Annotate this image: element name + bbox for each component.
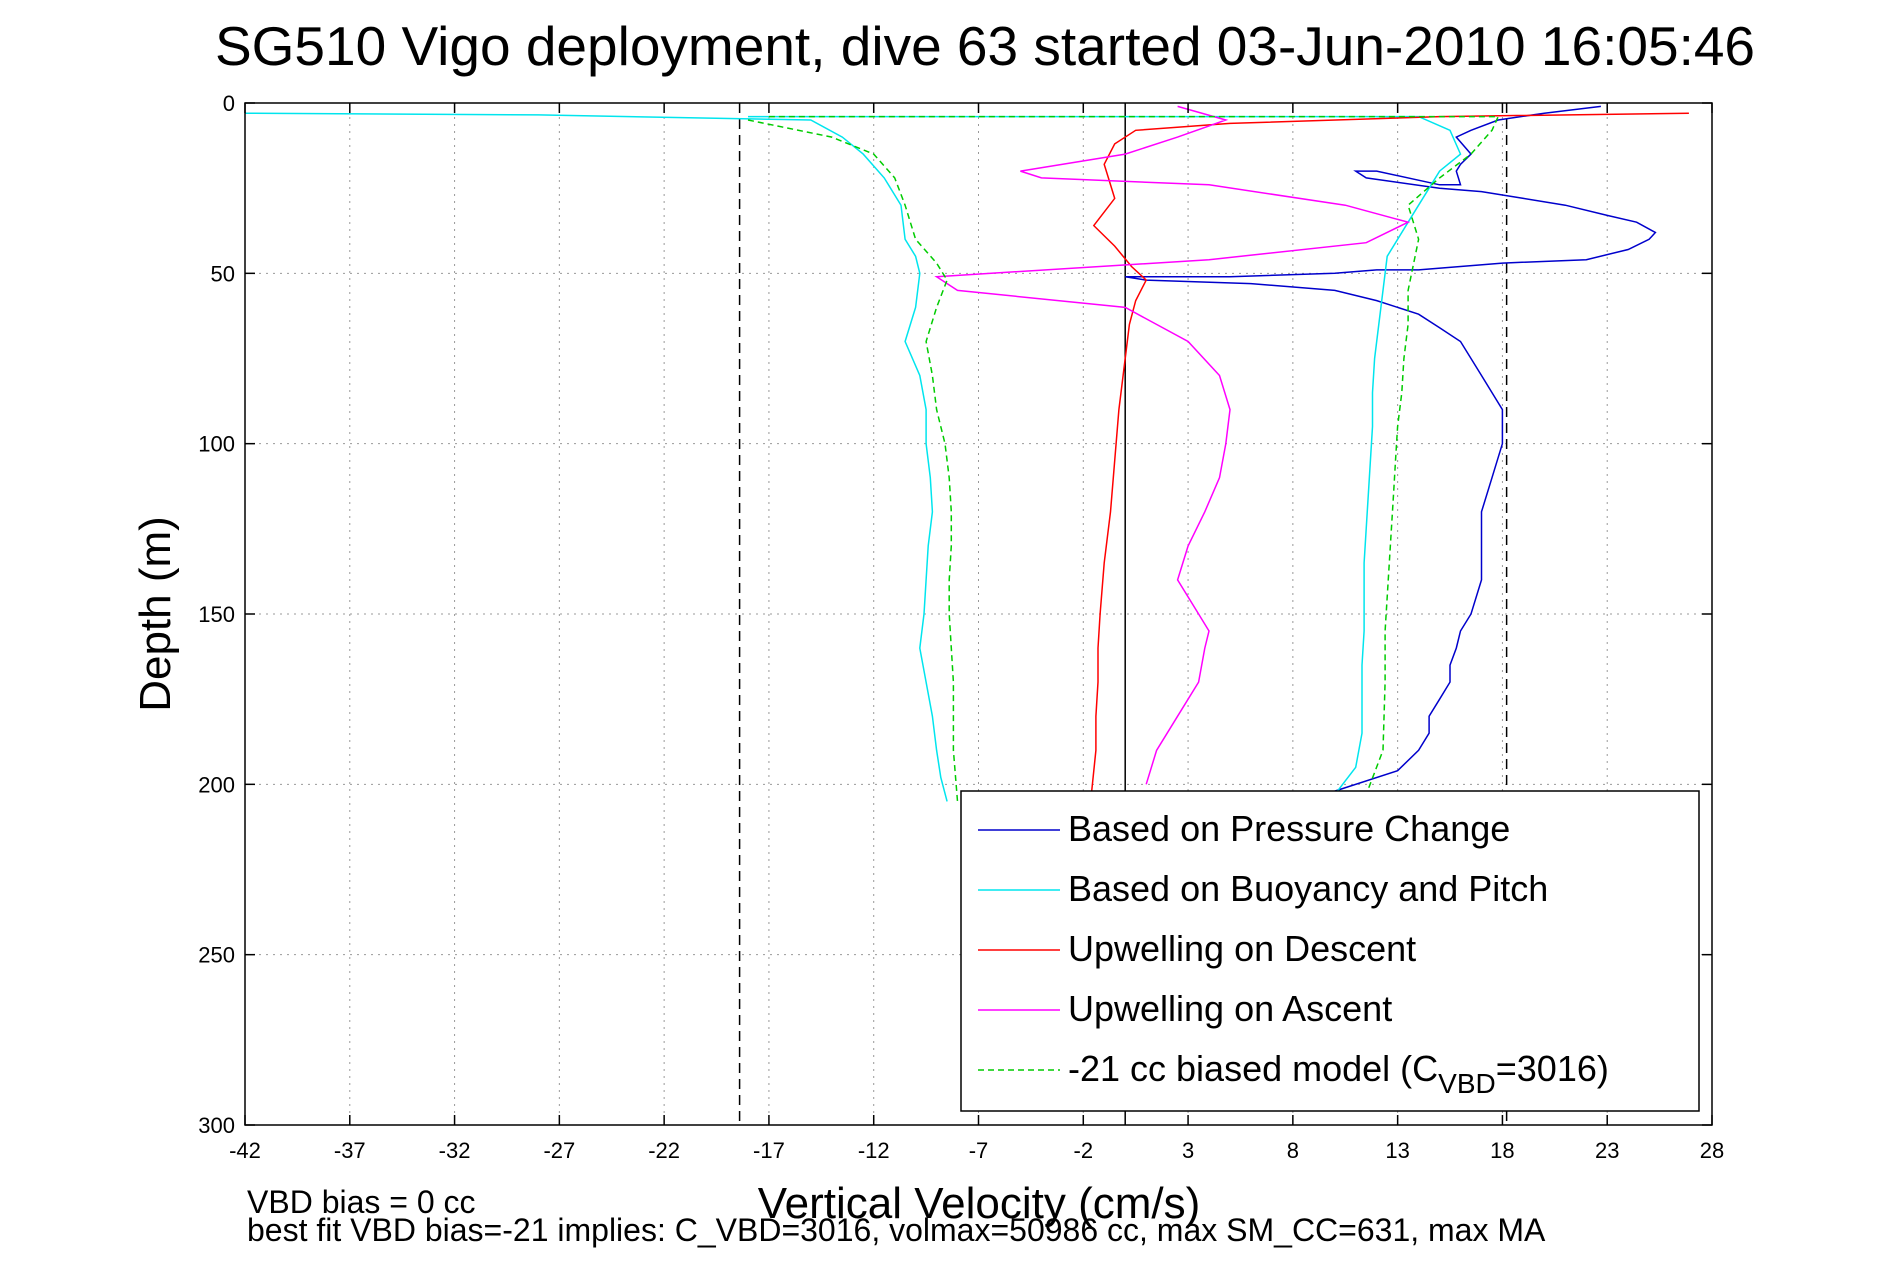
- x-tick-label: -22: [648, 1138, 680, 1163]
- axis-ticks: -42 -37 -32 -27 -22 -17 -12 -7 -2 3 8 13 18 23 28 0 50 10…: [198, 91, 1724, 1163]
- x-tick-label: -2: [1074, 1138, 1094, 1163]
- series-line-based-on-buoyancy-and-pitch: [244, 112, 948, 802]
- x-tick-label: -37: [334, 1138, 366, 1163]
- x-tick-label: -7: [969, 1138, 989, 1163]
- legend-box: [960, 790, 1700, 1112]
- legend-label: -21 cc biased model (CVBD=3016): [1068, 1048, 1609, 1099]
- series-line-based-on-buoyancy-and-pitch: [748, 115, 1462, 796]
- series-layer: [244, 105, 1689, 802]
- x-tick-label: 23: [1595, 1138, 1619, 1163]
- legend: Based on Pressure Change Based on Buoyanc…: [960, 790, 1700, 1112]
- series-line-21-cc-biased-model-c-vbd-3016: [747, 119, 959, 802]
- x-tick-label: -32: [439, 1138, 471, 1163]
- grid: [245, 103, 1712, 1125]
- x-tick-label: -27: [543, 1138, 575, 1163]
- x-tick-label: 18: [1490, 1138, 1514, 1163]
- x-tick-label: 8: [1287, 1138, 1299, 1163]
- y-tick-label: 200: [198, 772, 235, 797]
- footnote-vbd-bias: VBD bias = 0 cc: [247, 1184, 476, 1220]
- series-line-21-cc-biased-model-c-vbd-3016: [768, 115, 1500, 795]
- y-tick-label: 300: [198, 1113, 235, 1138]
- series-line-upwelling-on-descent: [1090, 112, 1689, 792]
- y-tick-label: 100: [198, 432, 235, 457]
- x-tick-label: 28: [1700, 1138, 1724, 1163]
- x-tick-label: -12: [858, 1138, 890, 1163]
- x-tick-label: -17: [753, 1138, 785, 1163]
- series-line-based-on-pressure-change: [1125, 105, 1657, 792]
- chart-title: SG510 Vigo deployment, dive 63 started 0…: [215, 15, 1755, 77]
- y-axis-label: Depth (m): [131, 516, 180, 712]
- y-tick-label: 0: [223, 91, 235, 116]
- legend-label: Upwelling on Ascent: [1068, 988, 1392, 1029]
- y-tick-label: 150: [198, 602, 235, 627]
- x-tick-label: 3: [1182, 1138, 1194, 1163]
- legend-label: Based on Buoyancy and Pitch: [1068, 868, 1548, 909]
- x-axis-label: Vertical Velocity (cm/s): [758, 1179, 1201, 1228]
- y-tick-label: 250: [198, 943, 235, 968]
- x-tick-label: 13: [1385, 1138, 1409, 1163]
- x-tick-label: -42: [229, 1138, 261, 1163]
- series-line-upwelling-on-ascent: [934, 105, 1411, 785]
- legend-label: Upwelling on Descent: [1068, 928, 1416, 969]
- footnote-best-fit: best fit VBD bias=-21 implies: C_VBD=301…: [247, 1212, 1546, 1248]
- legend-label: Based on Pressure Change: [1068, 808, 1510, 849]
- y-tick-label: 50: [211, 261, 235, 286]
